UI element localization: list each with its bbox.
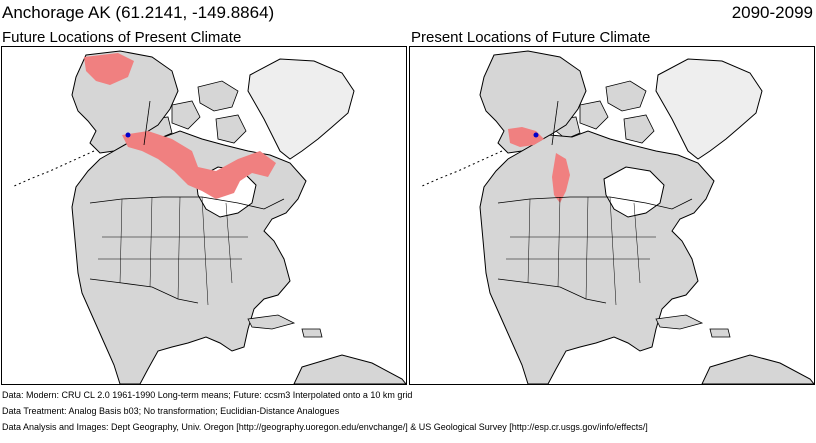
- south-america-landmass: [293, 354, 406, 384]
- state-borders: [98, 196, 248, 306]
- state-borders: [506, 196, 656, 306]
- alaska-border: [551, 100, 559, 146]
- analog-region-coast: [508, 127, 544, 147]
- arctic-island: [197, 80, 239, 112]
- alaska-border: [143, 100, 151, 146]
- greenland-landmass: [655, 58, 763, 160]
- arctic-island: [605, 80, 647, 112]
- aleutian-chain: [11, 150, 95, 188]
- analog-region-pacific-northwest: [552, 153, 570, 203]
- anchorage-site-marker: [125, 132, 131, 138]
- caribbean-island: [655, 314, 704, 330]
- footer-data-treatment: Data Treatment: Analog Basis b03; No tra…: [2, 406, 340, 416]
- arctic-island: [623, 114, 655, 144]
- caribbean-island: [301, 328, 323, 338]
- anchorage-site-marker: [533, 132, 539, 138]
- analog-region-alaska: [84, 53, 134, 85]
- us-mexico-border: [89, 278, 199, 304]
- period-title: 2090-2099: [731, 3, 813, 22]
- panel-title-present-locations: Present Locations of Future Climate: [411, 29, 651, 46]
- footer-credits: Data Analysis and Images: Dept Geography…: [2, 422, 648, 432]
- south-america-landmass: [701, 354, 814, 384]
- arctic-island: [215, 114, 247, 144]
- footer-data-source: Data: Modern: CRU CL 2.0 1961-1990 Long-…: [2, 390, 413, 400]
- hudson-bay: [603, 166, 665, 218]
- map-future-locations: [1, 46, 407, 385]
- greenland-landmass: [247, 58, 355, 160]
- north-america-map: [419, 50, 814, 384]
- north-america-map: [11, 50, 406, 384]
- arctic-island: [171, 100, 201, 130]
- mainland-north-america: [479, 130, 715, 384]
- arctic-island: [579, 100, 609, 130]
- analog-region-canada: [122, 131, 276, 199]
- us-mexico-border: [497, 278, 607, 304]
- caribbean-island: [709, 328, 731, 338]
- aleutian-chain: [419, 150, 503, 188]
- panel-title-future-locations: Future Locations of Present Climate: [2, 29, 242, 46]
- caribbean-island: [247, 314, 296, 330]
- location-title: Anchorage AK (61.2141, -149.8864): [2, 3, 275, 22]
- map-present-locations: [409, 46, 815, 385]
